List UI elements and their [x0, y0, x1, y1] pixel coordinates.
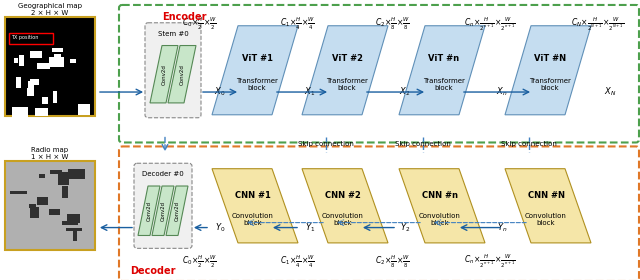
Text: $C_n\!\times\!\frac{H}{2^{n+1}}\!\times\!\frac{W}{2^{n+1}}$: $C_n\!\times\!\frac{H}{2^{n+1}}\!\times\…: [464, 253, 516, 270]
Text: $X_2$: $X_2$: [399, 86, 411, 98]
Bar: [30, 79, 39, 85]
Bar: [19, 55, 24, 66]
Polygon shape: [168, 46, 196, 103]
Bar: [27, 88, 35, 96]
Bar: [16, 77, 20, 88]
Bar: [35, 108, 48, 116]
Polygon shape: [302, 26, 388, 115]
Bar: [13, 110, 26, 115]
Text: Geographical map
2 × H × W: Geographical map 2 × H × W: [18, 3, 82, 16]
Bar: [42, 97, 48, 104]
Bar: [61, 221, 78, 225]
Polygon shape: [505, 26, 591, 115]
Text: $Y_n$: $Y_n$: [497, 221, 508, 234]
Text: ViT #N: ViT #N: [534, 54, 566, 63]
Text: $C_0\!\times\!\frac{H}{2}\!\times\!\frac{W}{2}$: $C_0\!\times\!\frac{H}{2}\!\times\!\frac…: [182, 254, 218, 270]
Bar: [54, 54, 61, 60]
Bar: [10, 191, 28, 195]
Polygon shape: [505, 169, 591, 243]
Bar: [30, 51, 42, 58]
Bar: [73, 231, 77, 241]
Text: Conv2d: Conv2d: [161, 201, 166, 221]
Bar: [13, 57, 19, 63]
Text: TX position: TX position: [11, 35, 38, 40]
Polygon shape: [212, 26, 298, 115]
Bar: [67, 214, 80, 223]
Text: Conv2d: Conv2d: [179, 64, 184, 85]
Text: CNN #n: CNN #n: [422, 192, 458, 200]
Polygon shape: [212, 169, 298, 243]
Bar: [58, 172, 68, 185]
Text: $C_1\!\times\!\frac{H}{4}\!\times\!\frac{W}{4}$: $C_1\!\times\!\frac{H}{4}\!\times\!\frac…: [280, 16, 316, 32]
Text: ViT #2: ViT #2: [332, 54, 362, 63]
Bar: [68, 169, 85, 179]
Polygon shape: [399, 26, 485, 115]
Text: $X_1$: $X_1$: [305, 86, 316, 98]
Text: $C_1\!\times\!\frac{H}{4}\!\times\!\frac{W}{4}$: $C_1\!\times\!\frac{H}{4}\!\times\!\frac…: [280, 254, 316, 270]
Text: Convolution
block: Convolution block: [232, 213, 274, 226]
Text: Conv2d: Conv2d: [147, 201, 152, 221]
Bar: [70, 59, 76, 63]
Text: Radio map
1 × H × W: Radio map 1 × H × W: [31, 147, 68, 160]
Text: $Y_1$: $Y_1$: [305, 221, 315, 234]
Text: CNN #1: CNN #1: [235, 192, 271, 200]
Text: ViT #1: ViT #1: [241, 54, 273, 63]
Text: $C_0\!\times\!\frac{H}{2}\!\times\!\frac{W}{2}$: $C_0\!\times\!\frac{H}{2}\!\times\!\frac…: [182, 16, 218, 32]
FancyBboxPatch shape: [134, 163, 192, 248]
Text: Stem #0: Stem #0: [157, 31, 188, 37]
Polygon shape: [399, 169, 485, 243]
Bar: [12, 108, 28, 118]
Text: CNN #2: CNN #2: [325, 192, 361, 200]
Bar: [36, 62, 51, 69]
Text: $X_n$: $X_n$: [496, 86, 508, 98]
FancyBboxPatch shape: [145, 23, 201, 118]
Bar: [29, 204, 36, 208]
Text: Conv2d: Conv2d: [175, 201, 179, 221]
Bar: [61, 186, 68, 198]
Bar: [49, 209, 60, 215]
Bar: [9, 33, 53, 44]
Bar: [79, 104, 90, 115]
Bar: [36, 197, 48, 205]
Polygon shape: [150, 46, 178, 103]
Text: $X_N$: $X_N$: [604, 86, 616, 98]
Bar: [66, 228, 82, 231]
Text: Skip connection: Skip connection: [298, 141, 354, 148]
Text: $C_N\!\times\!\frac{H}{2^{N+1}}\!\times\!\frac{W}{2^{N+1}}$: $C_N\!\times\!\frac{H}{2^{N+1}}\!\times\…: [572, 16, 625, 33]
Text: Conv2d: Conv2d: [161, 64, 166, 85]
Polygon shape: [302, 169, 388, 243]
Text: Decoder: Decoder: [130, 266, 175, 276]
Text: Transformer
block: Transformer block: [326, 78, 368, 91]
Text: $C_2\!\times\!\frac{H}{8}\!\times\!\frac{W}{8}$: $C_2\!\times\!\frac{H}{8}\!\times\!\frac…: [376, 16, 411, 32]
Text: Convolution
block: Convolution block: [419, 213, 461, 226]
Text: Skip connection: Skip connection: [395, 141, 451, 148]
Bar: [52, 48, 63, 52]
Text: Transformer
block: Transformer block: [236, 78, 278, 91]
Bar: [5, 161, 95, 250]
Bar: [52, 92, 57, 103]
Text: ViT #n: ViT #n: [428, 54, 460, 63]
Text: CNN #N: CNN #N: [527, 192, 564, 200]
Text: Transformer
block: Transformer block: [529, 78, 571, 91]
Text: Convolution
block: Convolution block: [322, 213, 364, 226]
Bar: [49, 57, 64, 67]
Text: Transformer
block: Transformer block: [423, 78, 465, 91]
Text: $Y_2$: $Y_2$: [400, 221, 410, 234]
Polygon shape: [138, 186, 160, 235]
Text: Decoder #0: Decoder #0: [142, 171, 184, 177]
Text: Encoder: Encoder: [162, 12, 207, 22]
Bar: [39, 174, 45, 178]
Text: $C_2\!\times\!\frac{H}{8}\!\times\!\frac{W}{8}$: $C_2\!\times\!\frac{H}{8}\!\times\!\frac…: [376, 254, 411, 270]
Text: $X_0$: $X_0$: [214, 86, 226, 98]
Polygon shape: [166, 186, 188, 235]
Bar: [29, 207, 39, 218]
Text: Skip connection: Skip connection: [501, 141, 557, 148]
Bar: [28, 81, 34, 91]
Polygon shape: [152, 186, 174, 235]
Bar: [5, 17, 95, 116]
Text: $C_n\!\times\!\frac{H}{2^{n+1}}\!\times\!\frac{W}{2^{n+1}}$: $C_n\!\times\!\frac{H}{2^{n+1}}\!\times\…: [464, 16, 516, 33]
Text: $Y_0$: $Y_0$: [215, 221, 225, 234]
Bar: [50, 170, 62, 174]
Text: Convolution
block: Convolution block: [525, 213, 567, 226]
